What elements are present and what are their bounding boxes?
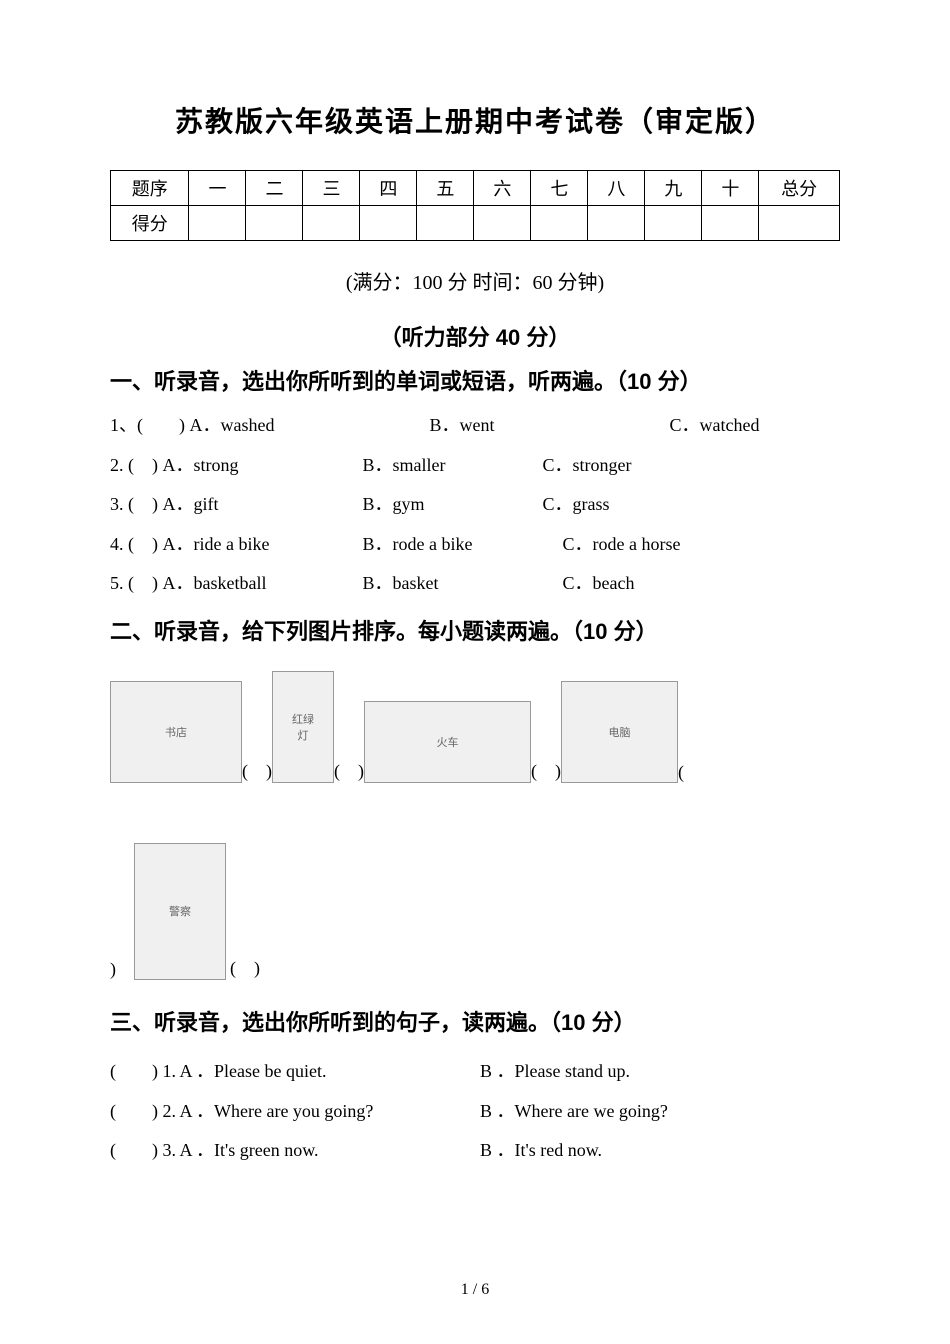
image-placeholder: 电脑 (561, 681, 678, 783)
question-line: ( ) 1. A ．Please be quiet.B ．Please stan… (110, 1052, 840, 1092)
option-b: B ．Where are we going? (480, 1101, 668, 1121)
option-a: ( ) 1. A ．Please be quiet. (110, 1052, 480, 1092)
option-a: A．ride a bike (163, 525, 363, 565)
listening-title: （听力部分 40 分） (110, 320, 840, 352)
table-row: 得分 (111, 206, 840, 241)
option-a: ( ) 2. A ．Where are you going? (110, 1092, 480, 1132)
score-table: 题序 一 二 三 四 五 六 七 八 九 十 总分 得分 (110, 170, 840, 241)
question-number: 4. ( ) (110, 534, 163, 554)
score-cell (531, 206, 588, 241)
row-label: 题序 (111, 171, 189, 206)
option-a: A．basketball (163, 564, 363, 604)
option-c: C．stronger (543, 446, 632, 486)
image-placeholder: 火车 (364, 701, 531, 783)
question-number: 2. ( ) (110, 455, 163, 475)
option-c: C．watched (670, 406, 760, 446)
score-cell (246, 206, 303, 241)
col-header: 九 (645, 171, 702, 206)
col-header: 八 (588, 171, 645, 206)
image-placeholder: 红绿灯 (272, 671, 334, 783)
section1-heading: 一、听录音，选出你所听到的单词或短语，听两遍。（10 分） (110, 364, 840, 396)
image-placeholder: 警察 (134, 843, 226, 980)
image-label: 电脑 (609, 724, 631, 740)
image-label: 警察 (169, 903, 191, 919)
paren-close: ) (110, 959, 116, 980)
paren: ( (678, 762, 684, 783)
option-b: B．basket (363, 564, 563, 604)
score-cell (702, 206, 759, 241)
section3-heading: 三、听录音，选出你所听到的句子，读两遍。（10 分） (110, 1005, 840, 1037)
page-footer: 1 / 6 (0, 1281, 950, 1299)
col-header: 二 (246, 171, 303, 206)
col-header: 五 (417, 171, 474, 206)
image-row-2: ) 警察 ( ) (110, 843, 840, 980)
info-line: (满分：100 分 时间：60 分钟) (110, 266, 840, 295)
col-header: 七 (531, 171, 588, 206)
question-line: 1、( ) A．washedB．wentC．watched (110, 406, 840, 446)
option-b: B ．It's red now. (480, 1140, 602, 1160)
paren: ( ) (242, 757, 272, 783)
option-a: A．gift (163, 485, 363, 525)
score-cell (474, 206, 531, 241)
paren: ( ) (334, 757, 364, 783)
paren: ( ) (531, 757, 561, 783)
page-title: 苏教版六年级英语上册期中考试卷（审定版） (110, 100, 840, 140)
image-placeholder: 书店 (110, 681, 242, 783)
question-line: 4. ( ) A．ride a bikeB．rode a bikeC．rode … (110, 525, 840, 565)
question-number: 1、( ) (110, 415, 190, 435)
option-b: B ．Please stand up. (480, 1061, 630, 1081)
option-a: A．strong (163, 446, 363, 486)
option-c: C．beach (563, 564, 635, 604)
option-b: B．smaller (363, 446, 543, 486)
score-cell (588, 206, 645, 241)
option-b: B．gym (363, 485, 543, 525)
image-row: 书店 ( ) 红绿灯 ( ) 火车 ( ) 电脑 ( (110, 671, 840, 783)
option-c: C．grass (543, 485, 610, 525)
score-cell (303, 206, 360, 241)
table-row: 题序 一 二 三 四 五 六 七 八 九 十 总分 (111, 171, 840, 206)
question-line: 3. ( ) A．giftB．gymC．grass (110, 485, 840, 525)
score-cell (189, 206, 246, 241)
option-b: B．went (430, 406, 670, 446)
col-header: 一 (189, 171, 246, 206)
question-line: ( ) 2. A ．Where are you going?B ．Where a… (110, 1092, 840, 1132)
row-label: 得分 (111, 206, 189, 241)
question-line: 2. ( ) A．strongB．smallerC．stronger (110, 446, 840, 486)
score-cell (417, 206, 474, 241)
col-header: 十 (702, 171, 759, 206)
option-b: B．rode a bike (363, 525, 563, 565)
image-label: 火车 (437, 734, 459, 750)
question-number: 3. ( ) (110, 494, 163, 514)
question-line: ( ) 3. A ．It's green now.B ．It's red now… (110, 1131, 840, 1171)
score-cell (645, 206, 702, 241)
score-cell (759, 206, 840, 241)
score-cell (360, 206, 417, 241)
paren: ( ) (230, 954, 260, 980)
question-number: 5. ( ) (110, 573, 163, 593)
total-header: 总分 (759, 171, 840, 206)
col-header: 四 (360, 171, 417, 206)
option-c: C．rode a horse (563, 525, 681, 565)
col-header: 六 (474, 171, 531, 206)
question-line: 5. ( ) A．basketballB．basketC．beach (110, 564, 840, 604)
image-label: 红绿灯 (288, 711, 318, 743)
image-label: 书店 (165, 724, 187, 740)
option-a: A．washed (190, 406, 430, 446)
option-a: ( ) 3. A ．It's green now. (110, 1131, 480, 1171)
col-header: 三 (303, 171, 360, 206)
section2-heading: 二、听录音，给下列图片排序。每小题读两遍。（10 分） (110, 614, 840, 646)
